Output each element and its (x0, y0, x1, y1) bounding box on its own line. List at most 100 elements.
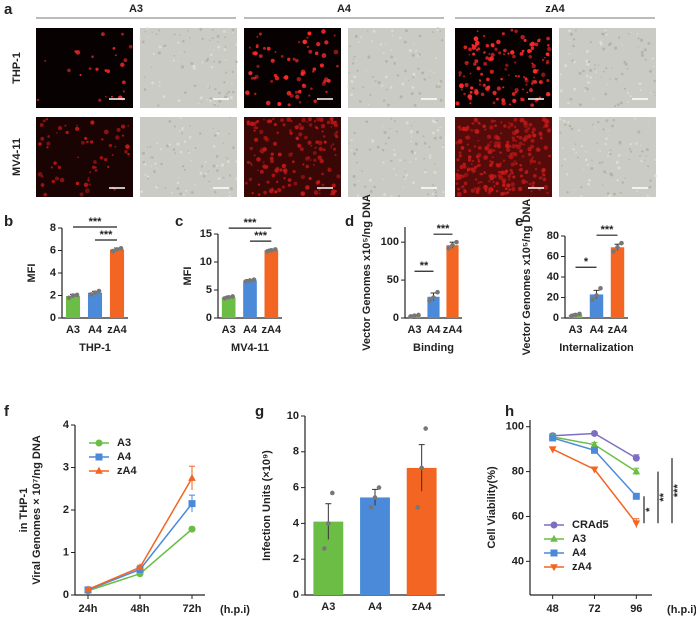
texture (602, 184, 604, 186)
texture (384, 75, 388, 79)
y-tick-label: 0 (293, 589, 299, 601)
texture (222, 30, 226, 33)
cell-spot (520, 174, 523, 178)
cell-spot (264, 137, 270, 142)
cell-spot (317, 155, 322, 160)
cell-spot (463, 181, 468, 186)
texture (372, 29, 376, 33)
texture (634, 117, 637, 120)
texture (216, 131, 220, 135)
texture (383, 130, 387, 135)
texture (612, 118, 616, 122)
cell-spot (499, 170, 501, 173)
cell-spot (502, 33, 504, 36)
texture (365, 69, 367, 72)
texture (623, 60, 627, 64)
texture (146, 146, 149, 148)
data-point (96, 288, 102, 294)
cell-spot (460, 186, 464, 189)
legend-label: A4 (572, 547, 587, 559)
cell-spot (457, 169, 459, 172)
cell-spot (523, 38, 527, 42)
texture (580, 195, 583, 198)
cell-spot (457, 175, 462, 180)
texture (231, 31, 234, 34)
texture (637, 47, 640, 49)
texture (158, 81, 161, 83)
texture (614, 46, 618, 50)
texture (208, 180, 211, 183)
texture (157, 104, 160, 107)
cell-spot (509, 172, 512, 176)
cell-spot (485, 44, 490, 48)
texture (591, 123, 594, 126)
cell-spot (469, 102, 472, 105)
texture (573, 189, 576, 191)
cell-spot (59, 177, 65, 183)
texture (583, 169, 585, 171)
x-tick-label: A3 (222, 324, 236, 336)
texture (205, 173, 207, 175)
texture (647, 41, 651, 45)
y-tick-label: 4 (293, 517, 300, 529)
cell-spot (103, 157, 108, 162)
x-tick-label: zA4 (608, 324, 628, 336)
texture (158, 45, 162, 49)
cell-spot (505, 63, 509, 67)
cell-spot (461, 147, 464, 150)
cell-spot (543, 185, 549, 190)
cell-spot (297, 41, 301, 44)
cell-spot (121, 134, 125, 137)
cell-spot (490, 43, 495, 48)
cell-spot (259, 169, 264, 174)
data-point (376, 485, 382, 490)
cell-spot (529, 159, 534, 164)
texture (382, 125, 384, 128)
cell-spot (509, 103, 511, 106)
cell-spot (88, 67, 92, 71)
cell-spot (468, 47, 472, 52)
texture (629, 142, 632, 146)
cell-spot (313, 120, 316, 123)
texture (559, 131, 562, 134)
texture (350, 79, 354, 84)
cell-spot (512, 175, 516, 179)
texture (412, 43, 415, 45)
cell-spot (537, 39, 541, 43)
texture (609, 172, 613, 176)
texture (592, 97, 595, 100)
cell-spot (521, 154, 525, 158)
y-tick-label: 50 (387, 274, 399, 286)
cell-spot (546, 93, 550, 96)
cell-spot (269, 156, 274, 161)
texture (371, 76, 374, 79)
texture (355, 34, 358, 37)
cell-spot (107, 165, 110, 168)
data-point (372, 495, 378, 500)
texture (405, 175, 407, 177)
cell-spot (257, 183, 261, 186)
texture (366, 29, 369, 32)
data-point (415, 504, 420, 510)
texture (617, 153, 621, 157)
cell-spot (522, 137, 527, 142)
texture (399, 36, 402, 40)
texture (228, 191, 231, 194)
x-axis-label: MV4-11 (231, 342, 269, 354)
cell-spot (256, 64, 260, 68)
texture (194, 147, 197, 150)
texture (578, 129, 581, 132)
texture (602, 47, 606, 51)
y-tick-label: 80 (512, 466, 524, 478)
texture (415, 158, 418, 161)
texture (582, 69, 585, 73)
texture (356, 69, 359, 72)
data-point (88, 292, 94, 297)
texture (367, 103, 370, 106)
texture (168, 143, 171, 146)
cell-spot (500, 77, 503, 81)
texture (589, 41, 592, 44)
cell-spot (74, 50, 78, 53)
cell-spot (307, 156, 311, 160)
